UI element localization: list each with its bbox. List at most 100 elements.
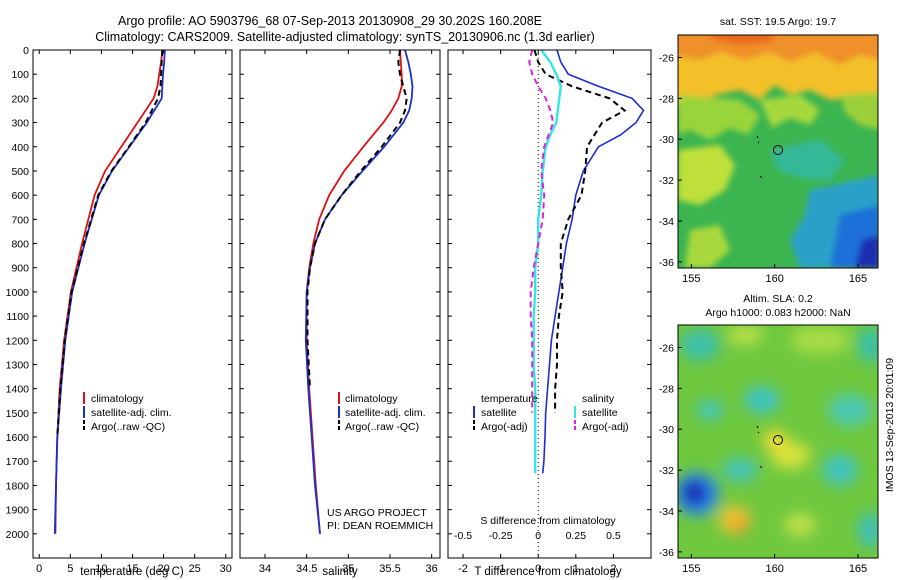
sla-map-title-line1: Altim. SLA: 0.2 <box>743 293 813 305</box>
legend-temp-satellite-label: satellite <box>481 407 517 419</box>
legend-sal-satellite-label: satellite <box>582 407 618 419</box>
xtick-label: 2 <box>610 563 616 575</box>
difference-frame <box>447 49 652 559</box>
legend-climatology-label: climatology <box>91 393 144 405</box>
legend-satellite-label: satellite-adj. clim. <box>91 407 172 419</box>
s-xtick-label: -0.25 <box>489 530 513 542</box>
ytick-label: 1600 <box>6 432 30 444</box>
ytick-label: 600 <box>11 190 29 202</box>
temperature-legend: climatology satellite-adj. clim. Argo(..… <box>83 392 172 433</box>
ytick-label: 0 <box>23 45 29 57</box>
ytick-label: 1900 <box>6 505 30 517</box>
legend-argo-label: Argo(..raw -QC) <box>91 421 165 433</box>
map-ytick-label: -26 <box>659 342 674 354</box>
ytick-label: 1500 <box>6 408 30 420</box>
sst-map-axes: 155 160 165 -26 -28 -30 -32 -34 -36 <box>659 52 867 285</box>
difference-legend: temperature satellite Argo(-adj) salinit… <box>473 393 629 433</box>
ytick-label: 900 <box>11 263 29 275</box>
series-temperature-satellite <box>541 50 645 474</box>
series-satellite-adj-clim- <box>304 50 414 534</box>
map-ytick-label: -30 <box>659 424 674 436</box>
map-xtick-label: 155 <box>682 273 700 285</box>
ytick-label: 1300 <box>6 359 30 371</box>
map-ytick-label: -36 <box>659 257 674 269</box>
credit-pi: PI: DEAN ROEMMICH <box>327 520 433 532</box>
series-salinity-satellite <box>532 50 563 474</box>
xtick-label: 36 <box>426 563 438 575</box>
legend-argo-label: Argo(..raw -QC) <box>345 421 419 433</box>
sst-float-track <box>756 135 763 179</box>
sla-field <box>678 325 878 558</box>
map-xtick-label: 160 <box>765 563 783 575</box>
figure-title-line2: Climatology: CARS2009. Satellite-adjuste… <box>95 30 595 44</box>
ytick-label: 300 <box>11 118 29 130</box>
sla-argo-marker <box>773 435 783 445</box>
salinity-frame <box>239 49 441 559</box>
s-diff-label: S difference from climatology <box>480 515 616 527</box>
xtick-label: 35.5 <box>379 563 400 575</box>
s-xtick-label: 0.25 <box>566 530 587 542</box>
difference-lines <box>528 50 645 558</box>
s-xtick-label: 0.5 <box>606 530 621 542</box>
xtick-label: 5 <box>67 563 73 575</box>
map-ytick-label: -32 <box>659 465 674 477</box>
ytick-label: 100 <box>11 69 29 81</box>
xtick-label: 20 <box>157 563 169 575</box>
series-argo-raw-qc- <box>306 50 408 389</box>
legend-sal-argo-label: Argo(-adj) <box>582 421 629 433</box>
temperature-axes: 0100200300400500600700800900100011001200… <box>6 45 232 575</box>
legend-climatology-label: climatology <box>345 393 398 405</box>
series-temperature-argo-adj- <box>533 50 627 413</box>
salinity-xlabel: salinity <box>322 566 357 578</box>
map-ytick-label: -28 <box>659 93 674 105</box>
sla-map-panel: Altim. SLA: 0.2 Argo h1000: 0.083 h2000:… <box>659 293 879 575</box>
xtick-label: 30 <box>220 563 232 575</box>
map-ytick-label: -36 <box>659 547 674 559</box>
credit-project: US ARGO PROJECT <box>327 507 427 519</box>
legend-temperature-header: temperature <box>481 393 538 405</box>
map-ytick-label: -26 <box>659 52 674 64</box>
map-ytick-label: -34 <box>659 216 674 228</box>
salinity-legend: climatology satellite-adj. clim. Argo(..… <box>338 392 426 433</box>
figure-title-line1: Argo profile: AO 5903796_68 07-Sep-2013 … <box>118 14 542 28</box>
xtick-label: 0 <box>36 563 42 575</box>
ytick-label: 2000 <box>6 529 30 541</box>
temperature-xlabel: temperature (deg C) <box>80 566 184 578</box>
xtick-label: 0 <box>535 563 541 575</box>
ytick-label: 500 <box>11 166 29 178</box>
xtick-label: 15 <box>126 563 138 575</box>
ytick-label: 800 <box>11 239 29 251</box>
ytick-label: 1700 <box>6 456 30 468</box>
ytick-label: 1200 <box>6 335 30 347</box>
sla-map-title-line2: Argo h1000: 0.083 h2000: NaN <box>705 307 850 319</box>
legend-temp-argo-label: Argo(-adj) <box>481 421 528 433</box>
xtick-label: 10 <box>95 563 107 575</box>
xtick-label: 1 <box>573 563 579 575</box>
map-xtick-label: 155 <box>682 563 700 575</box>
temperature-frame <box>32 49 233 559</box>
sst-field <box>678 35 878 268</box>
series-argo-raw-qc- <box>56 50 164 438</box>
series-salinity-argo-adj- <box>528 50 555 413</box>
s-xtick-label: 0 <box>535 530 541 542</box>
ytick-label: 1800 <box>6 480 30 492</box>
sst-map-title: sat. SST: 19.5 Argo: 19.7 <box>720 16 836 28</box>
ytick-label: 700 <box>11 214 29 226</box>
map-xtick-label: 160 <box>765 273 783 285</box>
salinity-panel: 34 34.5 35 35.5 36 salinity climatology sate… <box>239 49 441 578</box>
temperature-lines <box>53 50 166 534</box>
imos-side-label: IMOS 13-Sep-2013 20:01:09 <box>884 358 896 492</box>
ytick-label: 400 <box>11 142 29 154</box>
ytick-label: 1400 <box>6 384 30 396</box>
xtick-label: 25 <box>189 563 201 575</box>
map-ytick-label: -30 <box>659 134 674 146</box>
map-ytick-label: -34 <box>659 506 674 518</box>
map-ytick-label: -32 <box>659 175 674 187</box>
xtick-label: -2 <box>458 563 468 575</box>
salinity-axes: 34 34.5 35 35.5 36 <box>240 49 440 575</box>
salinity-lines <box>304 50 414 534</box>
difference-panel: -2 -1 0 1 2 -0.5 -0.25 0 0.25 0.5 temperature sat… <box>447 49 652 578</box>
ytick-label: 1100 <box>6 311 29 323</box>
s-xtick-label: -0.5 <box>454 530 472 542</box>
